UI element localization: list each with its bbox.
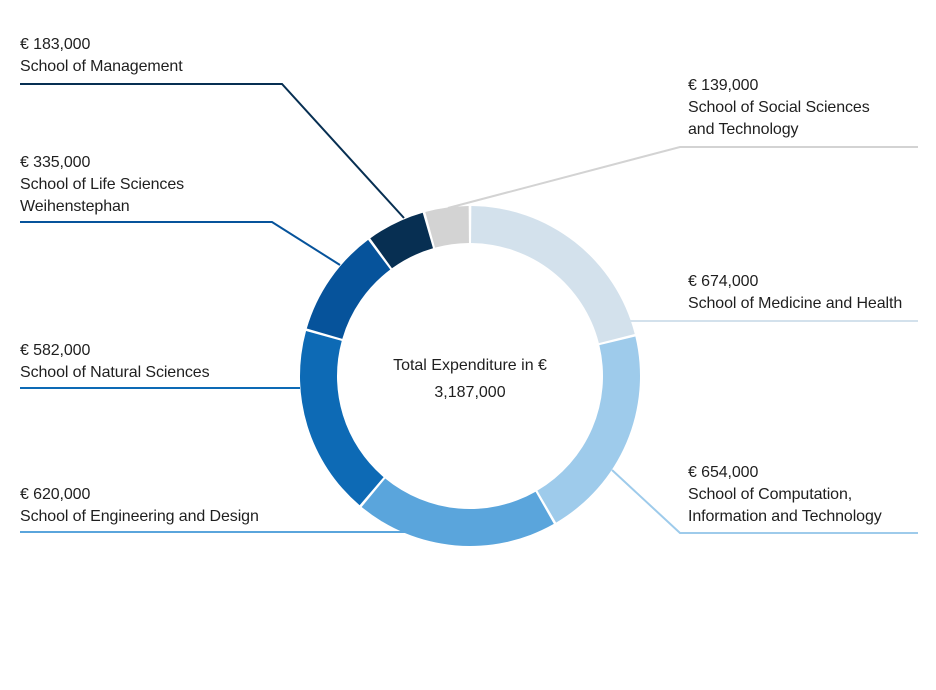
slice-name-label: Weihenstephan bbox=[20, 198, 130, 215]
donut-slice bbox=[300, 331, 384, 506]
slice-label: € 620,000 School of Engineering and Desig… bbox=[20, 484, 259, 528]
donut-slice bbox=[425, 206, 469, 248]
donut-slice bbox=[370, 212, 434, 269]
slice-value-label: € 674,000 bbox=[688, 273, 759, 290]
slice-name-label: School of Natural Sciences bbox=[20, 364, 210, 381]
slice-name-label: School of Medicine and Health bbox=[688, 295, 903, 312]
slice-label: € 582,000 School of Natural Sciences bbox=[20, 340, 210, 384]
slice-name-label: School of Life Sciences bbox=[20, 176, 185, 193]
slice-name-label: School of Social Sciences bbox=[688, 99, 870, 116]
slice-value-label: € 335,000 bbox=[20, 154, 91, 171]
slice-name-label: School of Computation, bbox=[688, 486, 853, 503]
slice-value-label: € 620,000 bbox=[20, 486, 91, 503]
donut-slice bbox=[306, 239, 391, 339]
leader-line bbox=[20, 221, 341, 266]
slice-label: € 139,000 School of Social Sciences and Te… bbox=[688, 75, 870, 141]
slice-value-label: € 654,000 bbox=[688, 464, 759, 481]
center-title: Total Expenditure in € bbox=[393, 357, 547, 374]
slice-name-label: School of Management bbox=[20, 58, 183, 75]
slice-value-label: € 139,000 bbox=[688, 77, 759, 94]
slice-name-label: and Technology bbox=[688, 121, 799, 138]
leader-line bbox=[447, 146, 918, 209]
slice-name-label: School of Engineering and Design bbox=[20, 508, 259, 525]
slice-label: € 335,000 School of Life Sciences Weihenst… bbox=[20, 152, 184, 218]
leader-line bbox=[611, 469, 918, 534]
donut-ring bbox=[300, 206, 640, 546]
center-total: 3,187,000 bbox=[434, 384, 506, 401]
slice-label: € 654,000 School of Computation, Informati… bbox=[688, 462, 882, 528]
slice-label: € 674,000 School of Medicine and Health bbox=[688, 271, 902, 315]
slice-label: € 183,000 School of Management bbox=[20, 34, 183, 78]
leader-line bbox=[20, 83, 405, 219]
slice-value-label: € 183,000 bbox=[20, 36, 91, 53]
donut-slice bbox=[471, 206, 635, 344]
donut-center: Total Expenditure in € 3,187,000 bbox=[340, 352, 600, 406]
leader-lines bbox=[20, 83, 918, 534]
donut-slice bbox=[361, 478, 554, 546]
donut-slice bbox=[537, 336, 640, 523]
slice-value-label: € 582,000 bbox=[20, 342, 91, 359]
slice-name-label: Information and Technology bbox=[688, 508, 882, 525]
